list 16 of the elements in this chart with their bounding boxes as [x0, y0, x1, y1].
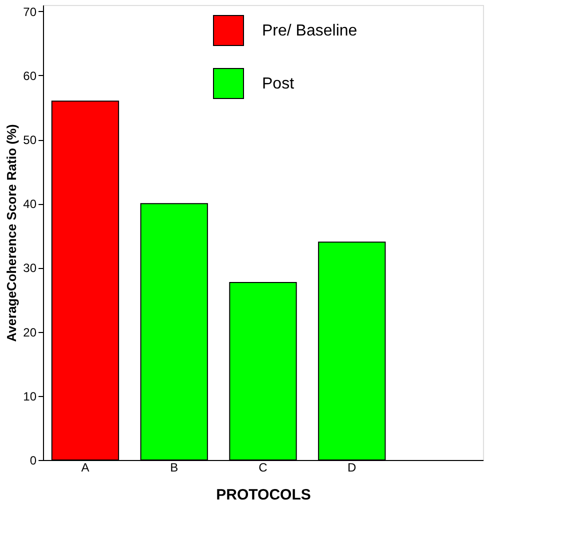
- x-tick-label: C: [258, 460, 268, 474]
- legend-label: Pre/ Baseline: [262, 22, 358, 40]
- legend-label: Post: [262, 76, 295, 92]
- y-tick-label: 20: [23, 325, 37, 340]
- y-tick-label: 60: [23, 68, 37, 83]
- y-tick-label: 70: [23, 4, 37, 19]
- x-axis-title: PROTOCOLS: [216, 486, 311, 504]
- y-tick-label: 50: [23, 133, 37, 148]
- x-tick-label: A: [81, 460, 90, 474]
- x-tick-label: D: [348, 460, 357, 474]
- y-tick-label: 0: [30, 454, 37, 468]
- y-axis-title: AverageCoherence Score Ratio (%): [4, 124, 20, 342]
- y-tick-label: 40: [23, 197, 37, 212]
- x-tick-label: B: [170, 460, 178, 474]
- y-tick-label: 30: [23, 261, 37, 276]
- y-tick-label: 10: [23, 389, 37, 404]
